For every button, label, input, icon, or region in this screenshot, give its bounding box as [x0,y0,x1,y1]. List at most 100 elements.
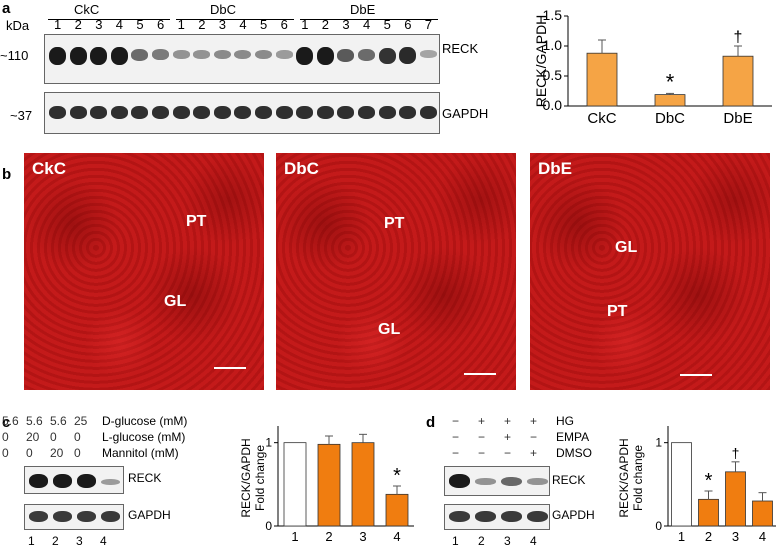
reck-band [419,50,437,59]
x-tick-label: DbC [655,110,685,127]
lane-number: 6 [280,17,288,32]
gapdh-band [172,106,190,119]
condition-value: + [504,414,512,428]
gapdh-band [358,106,375,119]
label-pt-dbc: PT [384,215,405,232]
blot-label-gapdh-a: GAPDH [442,106,489,121]
lane-number: 2 [478,534,485,548]
micrograph-title-dbe: DbE [538,159,572,178]
bar [722,55,754,107]
chart-c: 0 1 1 2 3 4 * RECK/GAPDH Fold change [239,426,414,544]
gapdh-band [296,106,314,119]
reck-band [501,476,522,487]
condition-value: − [478,430,486,444]
condition-value: 20 [50,446,64,460]
lane-number: 1 [301,17,309,32]
gapdh-band [501,511,522,522]
scale-bar-dbc [464,373,496,375]
condition-value: 0 [74,446,81,460]
reck-band [172,50,190,59]
gapdh-band [316,106,334,119]
reck-blot-c [24,466,124,494]
y-tick-label: 1.5 [543,7,563,23]
lane-number: 5 [383,17,391,32]
gapdh-band [69,106,87,119]
condition-value: 5.6 [2,414,19,428]
gapdh-band [49,106,66,119]
micrograph-dbe: DbE GL PT [530,153,770,390]
significance-mark: * [393,465,401,487]
condition-value: − [452,414,460,428]
reck-band [213,49,231,60]
reck-band [378,47,396,64]
gapdh-band [378,106,396,119]
lane-number: 2 [52,534,59,548]
condition-value: + [504,430,512,444]
lane-number: 4 [530,534,537,548]
chart-a: 0.0 0.5 1.0 1.5 CkC DbC * DbE † RECK/GAPDH [533,7,772,127]
marker-110: ~110 [0,48,29,63]
reck-band [49,47,66,65]
bar [752,500,773,527]
lane-number: 1 [452,534,459,548]
condition-value: − [452,430,460,444]
label-gl-dbe: GL [615,239,638,256]
label-gl-ckc: GL [164,293,187,310]
condition-value: 25 [74,414,88,428]
micrograph-ckc: CkC PT GL [24,153,264,390]
significance-mark: † [734,29,743,46]
reck-blot-a [44,34,440,84]
label-pt-dbe: PT [607,303,628,320]
reck-band [90,47,108,65]
gapdh-blot-c [24,504,124,530]
reck-band [193,50,211,59]
blot-label-gapdh-c: GAPDH [128,508,171,522]
y-axis-label-line2: Fold change [631,445,645,511]
condition-value: 0 [2,446,9,460]
condition-value: − [452,446,460,460]
panel-b-letter: b [2,166,12,183]
group-line-ckc [48,19,170,20]
group-label-dbc: DbC [210,2,237,17]
x-tick-label: 2 [325,529,332,544]
x-tick-label: CkC [587,110,616,127]
significance-mark: * [666,69,675,94]
micrograph-title-dbc: DbC [284,159,319,178]
bar [317,443,341,527]
significance-mark: † [732,445,740,461]
reck-band [101,478,120,485]
y-axis-label-line1: RECK/GAPDH [239,438,253,517]
y-tick-label: 0 [265,519,272,533]
bar [385,493,409,527]
label-pt-ckc: PT [186,213,207,230]
gapdh-band [475,511,496,522]
significance-mark: * [705,470,713,492]
x-tick-label: 4 [393,529,400,544]
reck-band [152,49,169,61]
micrograph-title-ckc: CkC [32,159,67,178]
lane-number: 6 [404,17,412,32]
condition-value: − [530,430,538,444]
x-tick-label: 1 [291,529,298,544]
x-tick-label: 1 [678,529,685,544]
y-axis-label-line1: RECK/GAPDH [617,438,631,517]
condition-value: 0 [74,430,81,444]
micrograph-dbc: DbC PT GL [276,153,516,390]
condition-value: 0 [50,430,57,444]
gapdh-band [275,106,293,119]
reck-blot-d [444,466,550,496]
blot-label-reck-a: RECK [442,41,479,56]
group-line-dbc [176,19,294,20]
lane-number: 3 [95,17,103,32]
blot-label-reck-c: RECK [128,471,162,485]
gapdh-band [152,106,169,119]
scale-bar-ckc [214,367,246,369]
blot-label-gapdh-d: GAPDH [552,508,595,522]
reck-band [77,474,96,488]
condition-value: − [478,446,486,460]
condition-value: + [478,414,486,428]
gapdh-band [419,106,437,119]
gapdh-band [213,106,231,119]
condition-value: 0 [2,430,9,444]
lane-number: 7 [424,17,433,32]
